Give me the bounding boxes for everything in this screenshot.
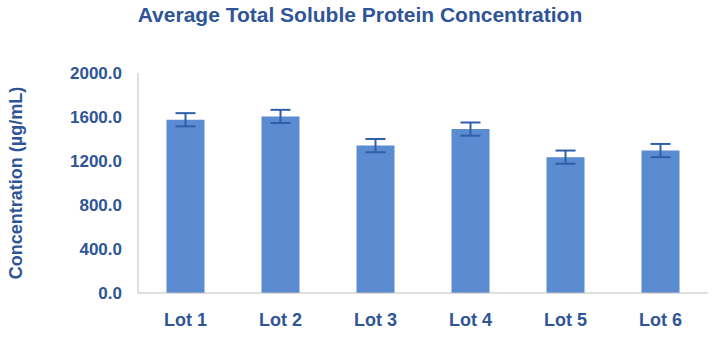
svg-text:800.0: 800.0: [79, 196, 122, 215]
svg-text:Lot 1: Lot 1: [164, 310, 207, 330]
svg-text:0.0: 0.0: [98, 284, 122, 303]
svg-text:Lot 2: Lot 2: [259, 310, 302, 330]
svg-text:Lot 3: Lot 3: [354, 310, 397, 330]
svg-text:Concentration (µg/mL): Concentration (µg/mL): [8, 87, 26, 279]
svg-text:Lot 6: Lot 6: [639, 310, 682, 330]
svg-text:1200.0: 1200.0: [70, 152, 122, 171]
svg-text:1600.0: 1600.0: [70, 108, 122, 127]
svg-text:Lot 4: Lot 4: [449, 310, 492, 330]
svg-text:Lot 5: Lot 5: [544, 310, 587, 330]
svg-text:2000.0: 2000.0: [70, 64, 122, 83]
html-text:Average Total Soluble Protein: Average Total Soluble Protein Concentrat…: [137, 3, 583, 26]
svg-text:400.0: 400.0: [79, 240, 122, 259]
